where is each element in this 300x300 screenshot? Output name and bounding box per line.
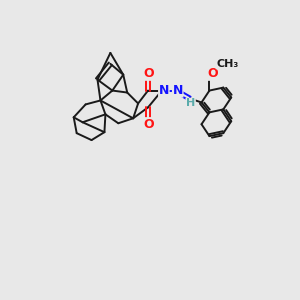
Text: H: H <box>186 98 195 108</box>
Text: O: O <box>207 67 218 80</box>
Text: CH₃: CH₃ <box>216 59 238 69</box>
Text: N: N <box>159 84 169 97</box>
Text: N: N <box>172 84 183 97</box>
Text: O: O <box>144 118 154 131</box>
Text: O: O <box>144 67 154 80</box>
